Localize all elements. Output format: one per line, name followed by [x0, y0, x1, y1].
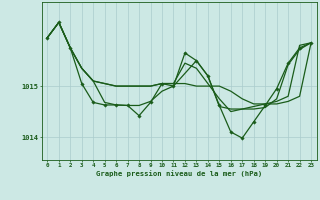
X-axis label: Graphe pression niveau de la mer (hPa): Graphe pression niveau de la mer (hPa)	[96, 170, 262, 177]
